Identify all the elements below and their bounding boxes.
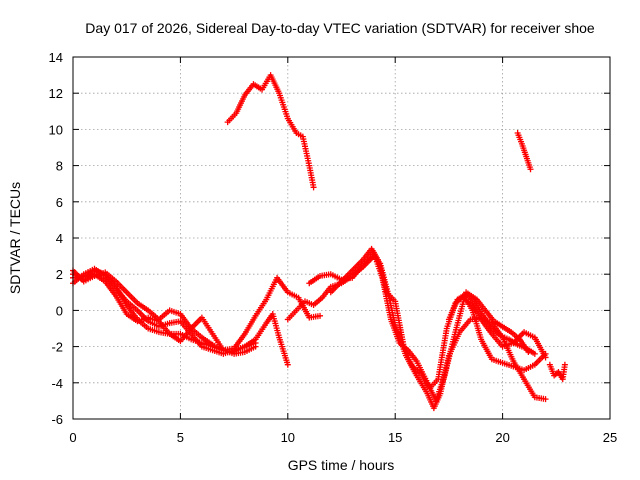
plot-frame [72,56,611,420]
data-point [531,350,538,357]
data-point [542,396,549,403]
x-tick-label: 5 [177,430,184,445]
series-sat-j [463,289,532,356]
x-tick-label: 10 [281,430,295,445]
data-point [317,312,324,319]
x-axis-label: GPS time / hours [288,457,395,473]
x-tick-label: 15 [388,430,402,445]
series-sat-e [224,72,317,191]
grid-lines [73,57,610,419]
y-tick-label: 12 [49,86,63,101]
series-sat-l [546,361,568,383]
axes: 0 5 10 15 20 25 -6 -4 -2 0 2 4 6 8 10 12 14 [49,50,618,445]
x-tick-label: 20 [495,430,509,445]
data-point [542,350,549,357]
series-sat-k [514,130,534,173]
y-tick-label: 10 [49,122,63,137]
y-tick-label: 2 [56,267,63,282]
data-point [561,361,568,368]
chart-title: Day 017 of 2026, Sidereal Day-to-day VTE… [85,20,595,36]
y-tick-label: -6 [51,412,63,427]
data-point [310,184,317,191]
data-point [527,166,534,173]
series-sat-d [70,267,259,357]
data-point [525,349,532,356]
y-tick-label: 4 [56,231,63,246]
x-tick-label: 0 [69,430,76,445]
series-sat-h [327,245,549,392]
y-tick-label: 0 [56,303,63,318]
y-tick-label: 6 [56,195,63,210]
data-points [70,72,568,412]
x-tick-label: 25 [603,430,617,445]
series-sat-c [70,271,259,356]
y-tick-label: -2 [51,340,63,355]
y-tick-label: 8 [56,159,63,174]
data-point [252,343,259,350]
y-tick-label: -4 [51,376,63,391]
data-point [284,361,291,368]
y-tick-label: 14 [49,50,63,65]
y-axis-label: SDTVAR / TECUs [7,182,23,294]
series-sat-g [306,249,549,404]
